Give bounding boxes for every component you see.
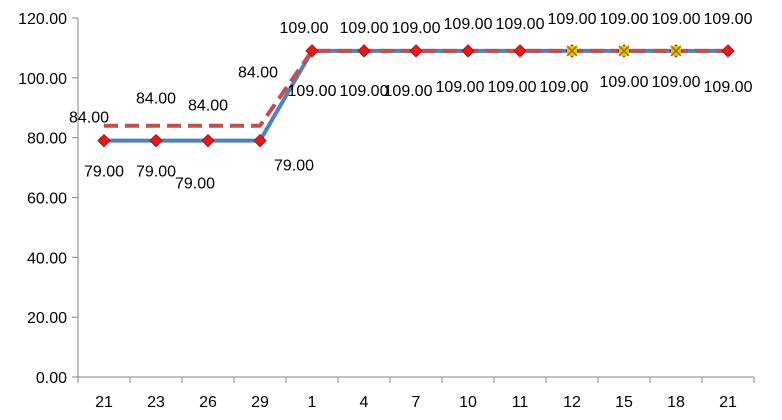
data-label-s2: 109.00 bbox=[704, 11, 753, 28]
data-label-s1: 79.00 bbox=[84, 164, 124, 181]
data-label-s1: 109.00 bbox=[436, 79, 485, 96]
x-tick-label: 10 bbox=[459, 394, 477, 411]
y-tick-label: 120.00 bbox=[18, 11, 67, 28]
x-marker-stroke bbox=[618, 45, 630, 57]
data-label-s2: 84.00 bbox=[188, 98, 228, 115]
data-label-s2: 109.00 bbox=[392, 20, 441, 37]
data-label-s1: 79.00 bbox=[274, 158, 314, 175]
data-point-x bbox=[566, 45, 578, 57]
data-label-s1: 109.00 bbox=[600, 74, 649, 91]
x-tick-label: 21 bbox=[95, 394, 113, 411]
data-label-s1: 79.00 bbox=[136, 164, 176, 181]
data-label-s2: 109.00 bbox=[496, 16, 545, 33]
y-tick-label: 60.00 bbox=[27, 191, 67, 208]
x-tick-label: 23 bbox=[147, 394, 165, 411]
x-tick-label: 15 bbox=[615, 394, 633, 411]
data-point-diamond bbox=[253, 133, 267, 148]
data-point-diamond bbox=[201, 133, 215, 148]
data-label-s1: 109.00 bbox=[540, 79, 589, 96]
data-label-s1: 109.00 bbox=[288, 83, 337, 100]
data-label-s2: 84.00 bbox=[69, 110, 109, 127]
x-tick-label: 26 bbox=[199, 394, 217, 411]
data-label-s2: 109.00 bbox=[652, 11, 701, 28]
x-marker-stroke bbox=[670, 45, 682, 57]
y-tick-label: 0.00 bbox=[36, 370, 67, 387]
data-label-s1: 109.00 bbox=[488, 79, 537, 96]
data-label-s2: 84.00 bbox=[136, 91, 176, 108]
series-markers bbox=[97, 44, 735, 148]
data-point-diamond bbox=[97, 133, 111, 148]
x-tick-label: 7 bbox=[412, 394, 421, 411]
data-point-diamond bbox=[409, 44, 423, 58]
data-label-s2: 109.00 bbox=[280, 20, 329, 37]
x-tick-label: 29 bbox=[251, 394, 269, 411]
data-point-x bbox=[670, 45, 682, 57]
data-point-diamond bbox=[461, 44, 475, 58]
x-marker-stroke bbox=[566, 45, 578, 57]
data-label-s1: 109.00 bbox=[384, 83, 433, 100]
x-tick-label: 1 bbox=[308, 394, 317, 411]
data-point-diamond bbox=[721, 44, 735, 58]
y-tick-label: 40.00 bbox=[27, 250, 67, 267]
data-point-diamond bbox=[305, 44, 319, 58]
x-tick-label: 18 bbox=[667, 394, 685, 411]
data-point-diamond bbox=[513, 44, 527, 58]
x-tick-label: 21 bbox=[719, 394, 737, 411]
data-label-s1: 109.00 bbox=[704, 79, 753, 96]
x-tick-label: 4 bbox=[360, 394, 369, 411]
y-tick-label: 80.00 bbox=[27, 131, 67, 148]
data-label-s2: 109.00 bbox=[600, 11, 649, 28]
x-tick-label: 11 bbox=[512, 394, 529, 411]
data-label-s2: 84.00 bbox=[238, 65, 278, 82]
data-label-s1: 79.00 bbox=[175, 176, 215, 193]
data-label-s2: 109.00 bbox=[444, 16, 493, 33]
data-label-s2: 109.00 bbox=[340, 20, 389, 37]
x-tick-label: 12 bbox=[563, 394, 581, 411]
chart-axes: 0.00 20.00 40.00 60.00 80.00 100.00 120.00 21 23… bbox=[18, 11, 755, 411]
data-point-diamond bbox=[357, 44, 371, 58]
data-point-diamond bbox=[149, 133, 163, 148]
data-label-s2: 109.00 bbox=[548, 11, 597, 28]
data-point-x bbox=[618, 45, 630, 57]
data-label-s1: 109.00 bbox=[340, 83, 389, 100]
y-tick-label: 20.00 bbox=[27, 310, 67, 327]
y-tick-label: 100.00 bbox=[18, 71, 67, 88]
data-label-s1: 109.00 bbox=[652, 74, 701, 91]
